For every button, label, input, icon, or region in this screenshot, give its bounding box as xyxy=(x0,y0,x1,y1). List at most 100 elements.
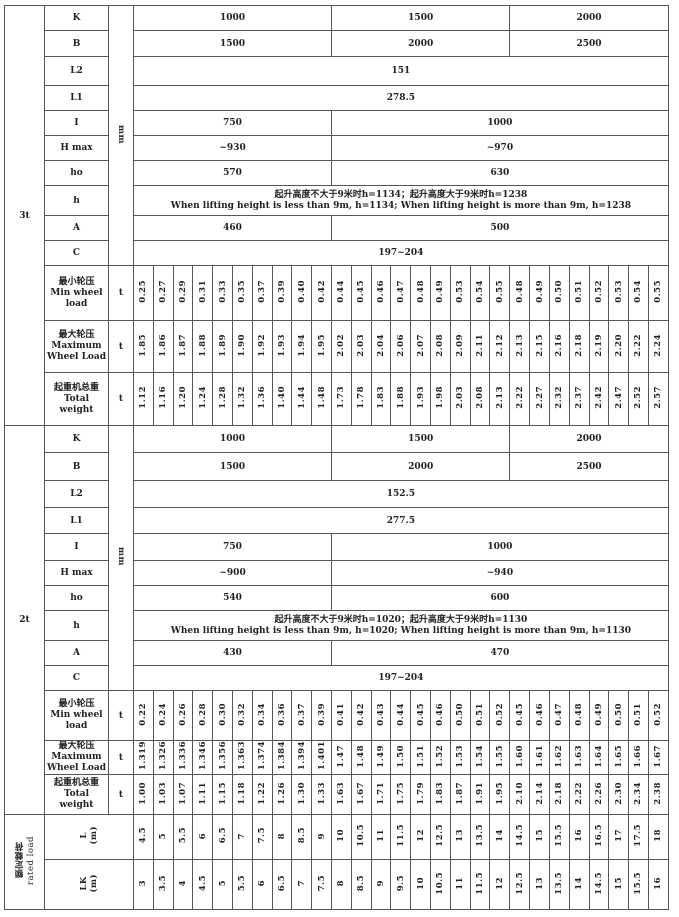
cell-value: 0.53 xyxy=(613,280,624,303)
LK-value: 15.5 xyxy=(628,859,649,910)
row-label-L1: L1 xyxy=(44,85,109,111)
cell-value: 0.44 xyxy=(395,702,406,726)
cell-value: 7.5 xyxy=(316,874,327,892)
min-value: 0.51 xyxy=(568,265,590,321)
row-I: I 750 1000 xyxy=(5,110,669,136)
label-line: weight xyxy=(59,404,94,415)
max-value: 2.24 xyxy=(647,320,669,373)
max-value: 2.11 xyxy=(469,320,491,373)
max-value: 2.19 xyxy=(588,320,610,373)
cell-value: 18 xyxy=(653,829,664,842)
cell-value: 11 xyxy=(455,876,466,890)
LK-value: 6 xyxy=(251,859,273,910)
cell-value: 1.92 xyxy=(257,333,268,357)
rated-load-text: 额定载荷 rated load xyxy=(14,835,36,886)
label-line: When lifting height is less than 9m, h=1… xyxy=(170,200,632,211)
cell-value: 1.346 xyxy=(197,741,208,771)
cell-value: 2.10 xyxy=(514,781,525,805)
cell-value: 0.22 xyxy=(138,702,149,726)
cell-value: 1.394 xyxy=(296,741,307,771)
max-value: 1.89 xyxy=(212,320,233,373)
cell-value: 4.5 xyxy=(197,874,208,892)
cell-value: 0.39 xyxy=(316,702,327,726)
label-line: 起升高度不大于9米时h=1020；起升高度大于9米时h=1130 xyxy=(274,614,528,625)
min-value: 0.53 xyxy=(608,265,630,321)
max-value: 1.60 xyxy=(509,740,531,775)
row-label-B: B xyxy=(44,452,109,481)
cell-value: 2.07 xyxy=(415,333,426,357)
min-value: 0.44 xyxy=(331,265,352,321)
cell-value: 1.326 xyxy=(158,741,169,771)
cell-value: 12.5 xyxy=(435,824,446,847)
L-value: 18 xyxy=(647,814,669,860)
unit-text: mm xyxy=(116,547,126,566)
LK-value: 12.5 xyxy=(509,859,531,910)
total-value: 2.47 xyxy=(608,372,630,426)
cell: 1500 xyxy=(331,5,511,31)
min-value: 0.45 xyxy=(509,690,531,741)
max-value: 1.85 xyxy=(133,320,154,373)
total-value: 2.30 xyxy=(608,774,630,815)
cell-value: 1.73 xyxy=(336,386,347,409)
LK-value: 7.5 xyxy=(311,859,333,910)
total-value: 1.33 xyxy=(311,774,333,815)
min-value: 0.55 xyxy=(647,265,669,321)
cell: 197~204 xyxy=(133,665,669,691)
total-value: 2.34 xyxy=(628,774,649,815)
total-value: 1.22 xyxy=(251,774,273,815)
total-value: 2.03 xyxy=(449,372,471,426)
cell-value: 0.28 xyxy=(197,702,208,726)
row-h: h 起升高度不大于9米时h=1020；起升高度大于9米时h=1130 When li… xyxy=(5,610,669,641)
cell-value: 1.20 xyxy=(177,386,188,409)
cell-value: 2.02 xyxy=(336,333,347,357)
total-value: 2.38 xyxy=(647,774,669,815)
cell: 1500 xyxy=(331,425,511,453)
span-label-L: L (m) xyxy=(44,814,134,860)
cell-value: 1.44 xyxy=(296,386,307,409)
cell: 151 xyxy=(133,56,669,86)
cell-value: 17.5 xyxy=(633,824,644,847)
cell: 540 xyxy=(132,585,333,611)
cell-value: 1.24 xyxy=(197,386,208,409)
cell-value: 4.5 xyxy=(138,827,149,844)
L-value: 5.5 xyxy=(172,814,194,860)
cell-value: 0.46 xyxy=(376,280,387,303)
label-line: 起升高度不大于9米时h=1134；起升高度大于9米时h=1238 xyxy=(274,189,528,200)
cell-value: 7 xyxy=(296,880,307,887)
cell-value: 1.91 xyxy=(475,781,486,805)
total-value: 1.88 xyxy=(390,372,412,426)
cell-value: 1.83 xyxy=(376,386,387,409)
cell: ~940 xyxy=(331,560,669,586)
total-value: 1.83 xyxy=(370,372,392,426)
LK-value: 8.5 xyxy=(350,859,372,910)
total-value: 2.26 xyxy=(588,774,610,815)
LK-value: 15 xyxy=(608,859,630,910)
row-label-total: 起重机总重 Total weight xyxy=(44,372,109,426)
min-value: 0.37 xyxy=(291,690,313,741)
cell-value: 0.49 xyxy=(534,280,545,303)
L-value: 7.5 xyxy=(251,814,273,860)
cell-value: 0.36 xyxy=(276,702,287,726)
max-value: 1.62 xyxy=(548,740,570,775)
total-value: 2.52 xyxy=(628,372,649,426)
row-label-B: B xyxy=(44,30,109,57)
cell-value: 10.5 xyxy=(435,871,446,895)
cell-value: 0.48 xyxy=(574,702,585,726)
cell-value: 2.08 xyxy=(435,333,446,357)
rated-load-label: 额定载荷 rated load xyxy=(4,814,45,910)
cell-value: 1.07 xyxy=(177,781,188,805)
total-value: 1.07 xyxy=(172,774,194,815)
cell: 2000 xyxy=(331,30,511,57)
max-value: 2.16 xyxy=(548,320,570,373)
row-A: A 430 470 xyxy=(5,640,669,666)
load-capacity: 2t xyxy=(4,425,45,815)
cell-value: 1.12 xyxy=(138,386,149,409)
cell-value: 2.57 xyxy=(653,386,664,409)
cell-value: 1.319 xyxy=(138,741,149,771)
cell-value: 1.22 xyxy=(257,781,268,805)
total-value: 2.18 xyxy=(548,774,570,815)
total-value: 2.57 xyxy=(647,372,669,426)
LK-value: 5.5 xyxy=(231,859,253,910)
cell-value: 0.30 xyxy=(217,702,228,726)
L-value: 8.5 xyxy=(291,814,313,860)
